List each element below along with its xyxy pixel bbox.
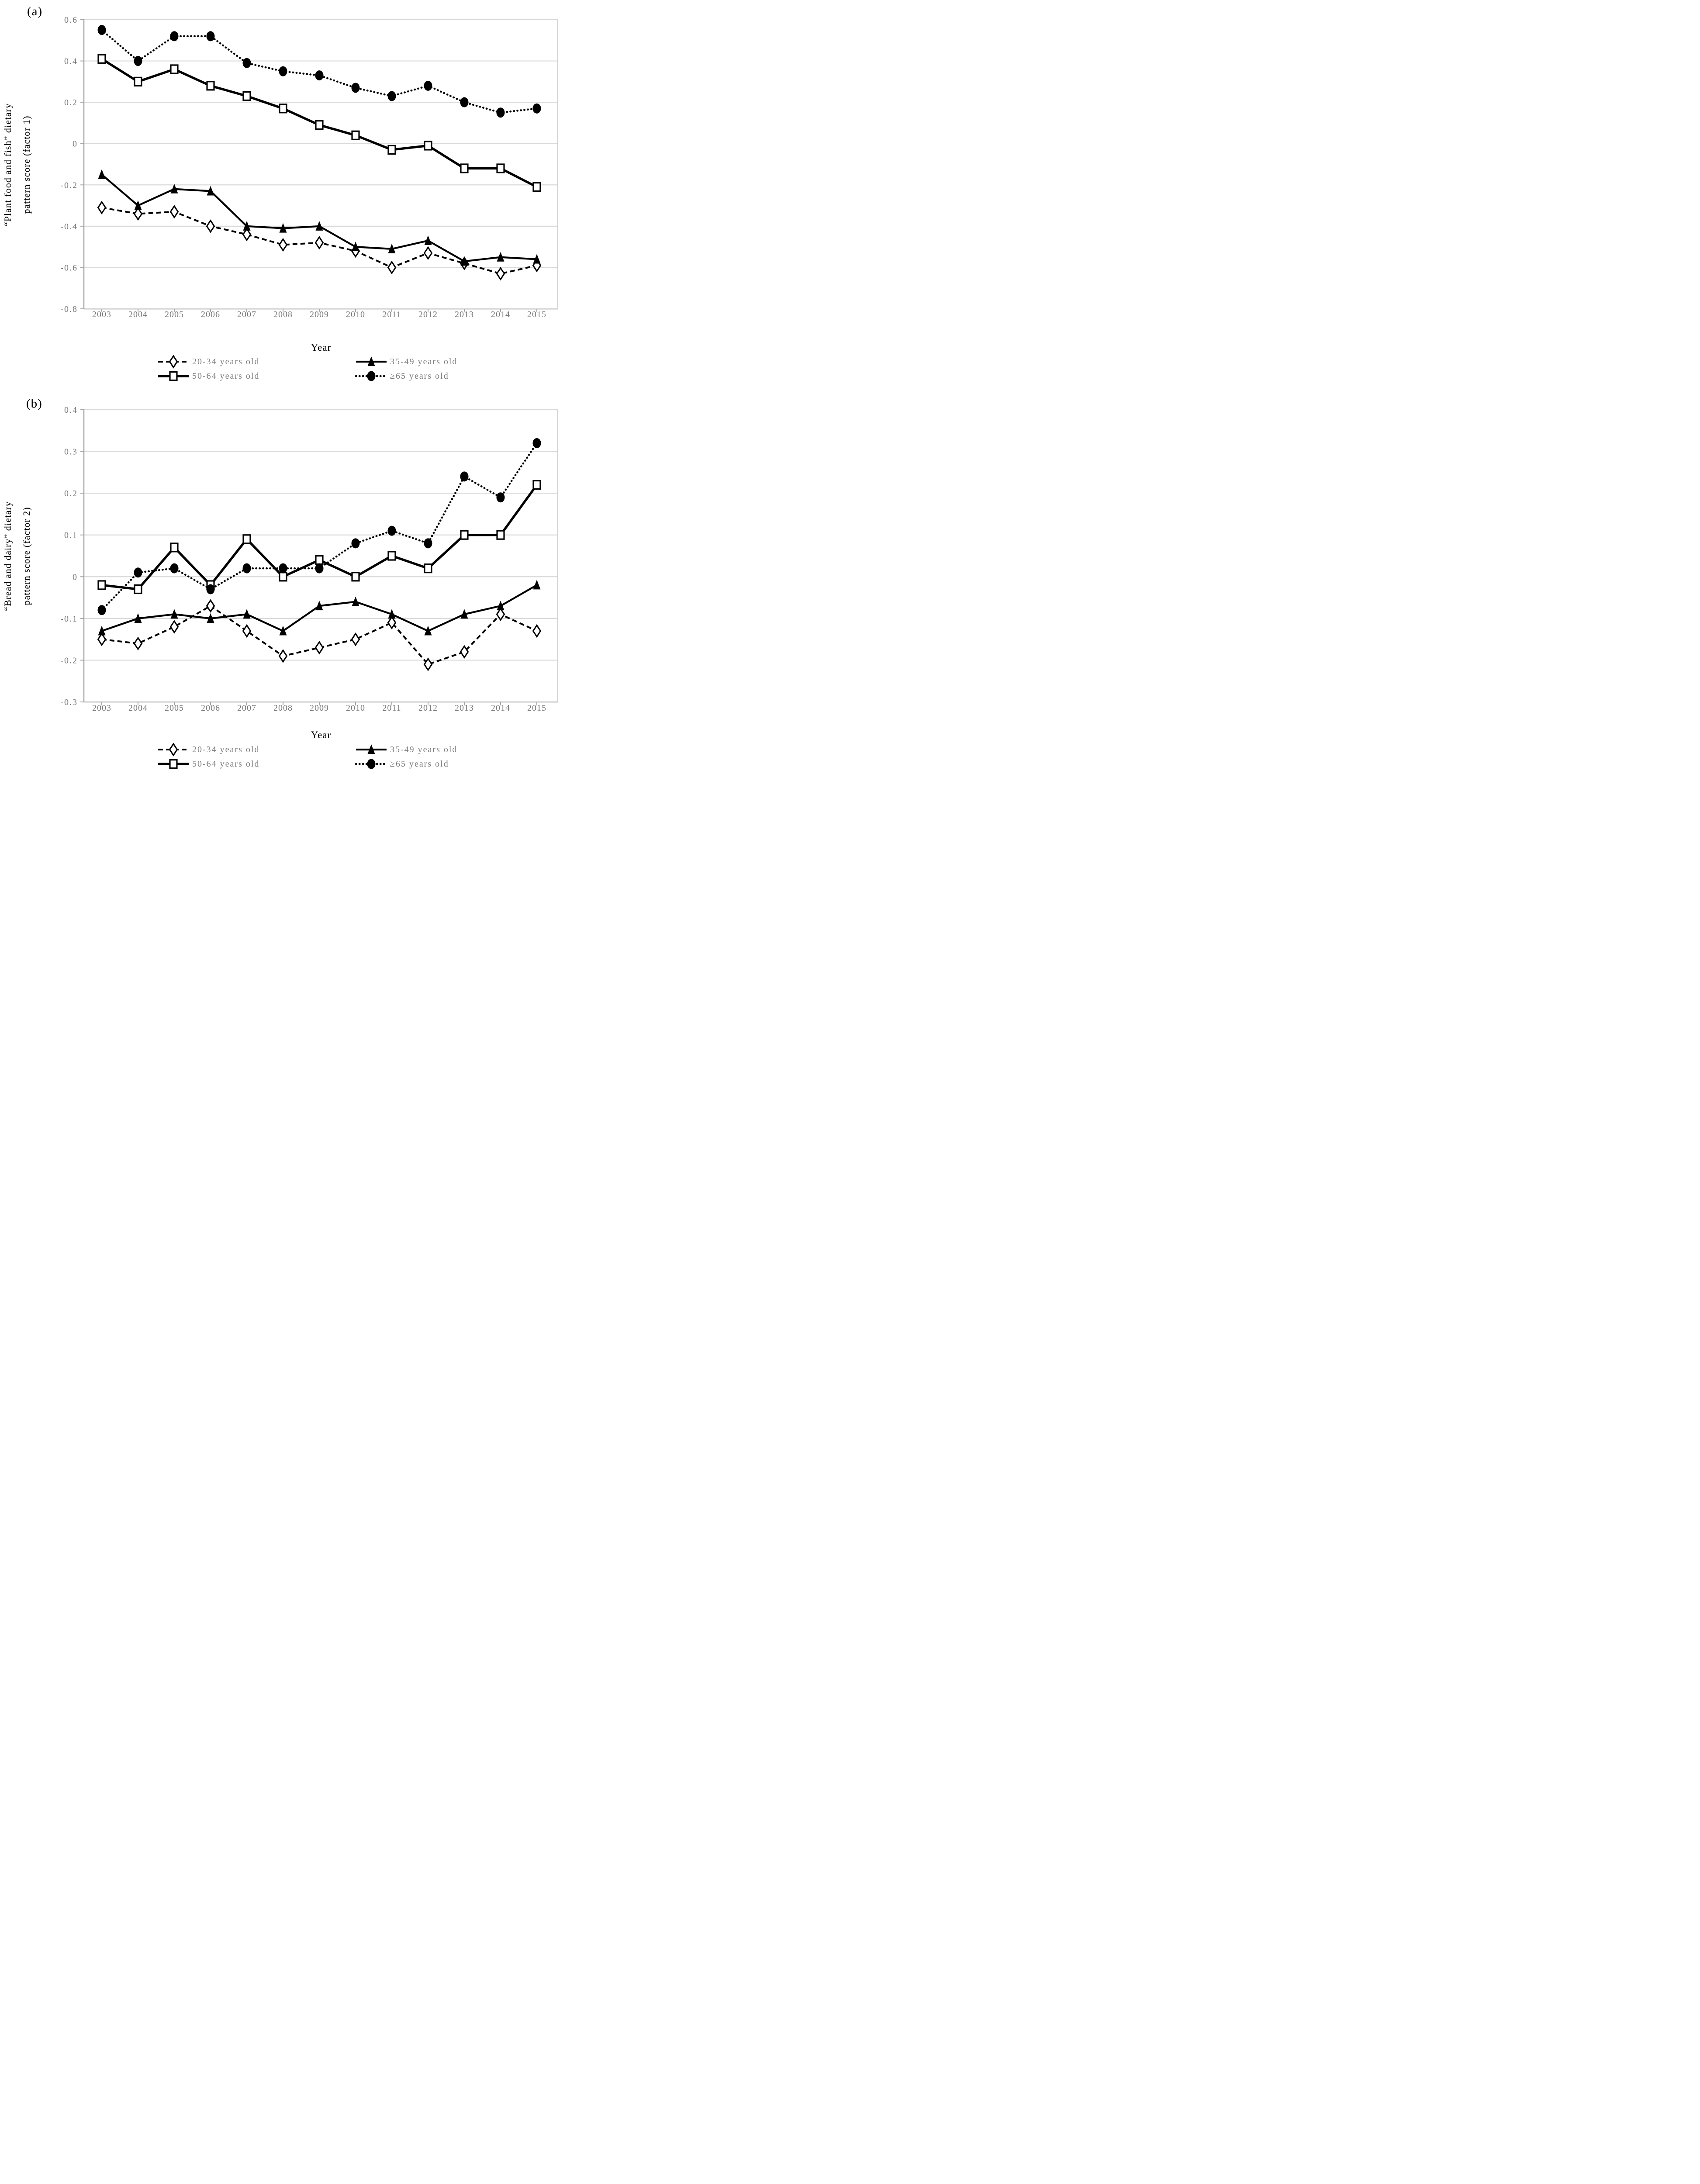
circle-dotted-line-icon	[355, 371, 387, 381]
panel-a-label: (a)	[27, 4, 43, 18]
svg-text:2009: 2009	[310, 703, 329, 713]
legend-label: 35-49 years old	[390, 356, 458, 366]
gridlines	[80, 19, 558, 310]
svg-text:2007: 2007	[237, 703, 256, 713]
series-circle	[97, 25, 541, 118]
svg-text:2011: 2011	[382, 310, 401, 319]
series-diamond	[97, 599, 542, 671]
circle-dotted-line-icon	[355, 759, 387, 769]
svg-text:-0.1: -0.1	[60, 614, 78, 624]
svg-text:0.4: 0.4	[64, 57, 78, 66]
svg-text:-0.3: -0.3	[60, 698, 78, 707]
svg-text:2014: 2014	[491, 310, 510, 319]
svg-text:2013: 2013	[455, 310, 474, 319]
series-triangle	[98, 580, 541, 636]
legend-label: 20-34 years old	[192, 356, 260, 366]
svg-text:0.4: 0.4	[64, 405, 78, 415]
svg-text:2013: 2013	[455, 703, 474, 713]
series-square	[97, 54, 541, 192]
series-circle	[97, 438, 541, 615]
svg-text:0.1: 0.1	[64, 531, 78, 540]
axes	[83, 19, 559, 312]
svg-text:-0.2: -0.2	[60, 656, 78, 665]
svg-text:2010: 2010	[346, 703, 365, 713]
figure: (a) “Plant food and fish” dietary patter…	[0, 0, 567, 781]
svg-text:2004: 2004	[128, 310, 148, 319]
svg-text:2010: 2010	[346, 310, 365, 319]
diamond-dashed-line-icon	[158, 743, 189, 757]
svg-text:0.6: 0.6	[64, 15, 78, 25]
svg-text:2015: 2015	[527, 310, 546, 319]
svg-text:2009: 2009	[310, 310, 329, 319]
axes	[83, 409, 559, 705]
x-tick-labels: 2003 2004 2005 2006 2007 2008 2009 2010 2011 2012…	[92, 310, 546, 319]
triangle-solid-line-icon	[356, 356, 387, 366]
svg-text:0: 0	[73, 572, 78, 582]
legend-entry-20-34-years: 20-34 years old	[157, 354, 259, 369]
legend-entry-50-64-years: 50-64 years old	[157, 369, 259, 384]
legend-entry-35-49-years: 35-49 years old	[355, 354, 457, 369]
svg-text:-0.4: -0.4	[60, 222, 78, 232]
svg-text:-0.2: -0.2	[60, 180, 78, 190]
svg-text:2008: 2008	[273, 703, 293, 713]
svg-text:-0.6: -0.6	[60, 263, 78, 273]
square-solid-line-icon	[158, 371, 189, 381]
legend-entry-65-plus-years: ≥65 years old	[355, 757, 449, 771]
svg-text:2005: 2005	[165, 703, 184, 713]
svg-text:2007: 2007	[237, 310, 256, 319]
svg-text:0: 0	[73, 139, 78, 149]
x-tick-labels: 2003 2004 2005 2006 2007 2008 2009 2010 2011 2012…	[92, 703, 546, 713]
legend-label: ≥65 years old	[390, 371, 449, 381]
svg-text:2006: 2006	[201, 310, 220, 319]
legend-label: 50-64 years old	[192, 371, 260, 381]
svg-text:2012: 2012	[418, 703, 438, 713]
svg-text:2012: 2012	[418, 310, 438, 319]
panel-b-x-axis-title: Year	[311, 729, 332, 740]
svg-text:2015: 2015	[527, 703, 546, 713]
svg-text:2008: 2008	[273, 310, 293, 319]
panel-a-x-axis-title: Year	[311, 342, 332, 353]
square-solid-line-icon	[158, 759, 189, 769]
svg-text:0.3: 0.3	[64, 447, 78, 457]
svg-text:2014: 2014	[491, 703, 510, 713]
legend-label: ≥65 years old	[390, 759, 449, 769]
svg-text:-0.8: -0.8	[60, 304, 78, 314]
svg-text:0.2: 0.2	[64, 489, 78, 498]
series-square	[97, 480, 541, 594]
svg-text:2004: 2004	[128, 703, 148, 713]
legend-entry-35-49-years: 35-49 years old	[355, 742, 457, 757]
panel-b-label: (b)	[26, 397, 42, 411]
legend-entry-20-34-years: 20-34 years old	[157, 742, 259, 757]
legend-label: 35-49 years old	[390, 744, 458, 754]
legend-label: 50-64 years old	[192, 759, 260, 769]
legend-label: 20-34 years old	[192, 744, 260, 754]
diamond-dashed-line-icon	[158, 355, 189, 369]
svg-text:2003: 2003	[92, 703, 111, 713]
svg-text:2006: 2006	[201, 703, 220, 713]
svg-text:2011: 2011	[382, 703, 401, 713]
legend-entry-50-64-years: 50-64 years old	[157, 757, 259, 771]
svg-text:0.2: 0.2	[64, 98, 78, 107]
y-tick-labels: 0.6 0.4 0.2 0 -0.2 -0.4 -0.6 -0.8	[60, 15, 78, 314]
y-tick-labels: 0.4 0.3 0.2 0.1 0 -0.1 -0.2 -0.3	[60, 405, 78, 707]
svg-text:2005: 2005	[165, 310, 184, 319]
legend-entry-65-plus-years: ≥65 years old	[355, 369, 449, 384]
gridlines	[80, 409, 558, 703]
svg-text:2003: 2003	[92, 310, 111, 319]
triangle-solid-line-icon	[356, 744, 387, 754]
series-triangle	[98, 169, 541, 266]
